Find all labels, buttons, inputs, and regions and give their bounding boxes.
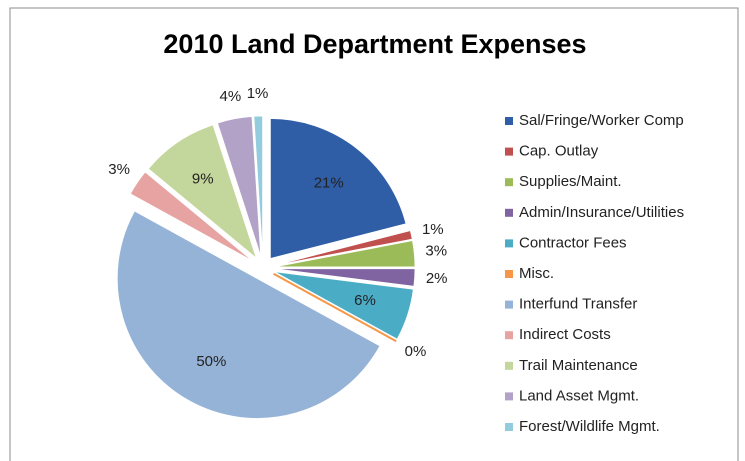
- legend-label: Interfund Transfer: [519, 296, 637, 313]
- data-label: 3%: [425, 243, 447, 260]
- legend-label: Contractor Fees: [519, 234, 627, 251]
- legend-swatch: [505, 300, 513, 309]
- data-label: 0%: [405, 343, 427, 360]
- pie-slice: [274, 240, 416, 268]
- pie-slice: [253, 115, 264, 257]
- pie-slice: [274, 271, 414, 340]
- legend-swatch: [505, 423, 513, 431]
- data-label: 4%: [220, 88, 242, 105]
- data-label: 3%: [108, 161, 130, 178]
- pie-slice: [269, 118, 407, 260]
- legend-label: Misc.: [519, 265, 554, 282]
- chart-title: 2010 Land Department Expenses: [163, 29, 586, 59]
- legend-label: Admin/Insurance/Utilities: [519, 204, 684, 221]
- data-label: 50%: [196, 353, 226, 370]
- legend-label: Cap. Outlay: [519, 143, 599, 160]
- pie-slice: [116, 210, 381, 419]
- legend-swatch: [505, 392, 513, 401]
- legend-swatch: [505, 208, 513, 217]
- legend-label: Forest/Wildlife Mgmt.: [519, 418, 660, 435]
- data-label: 9%: [192, 170, 214, 187]
- pie-slice: [274, 268, 416, 287]
- data-label: 1%: [247, 85, 269, 102]
- legend-label: Sal/Fringe/Worker Comp: [519, 112, 684, 129]
- pie-slice: [216, 116, 262, 257]
- pie-slice: [147, 124, 258, 260]
- legend-label: Land Asset Mgmt.: [519, 387, 639, 404]
- legend-swatch: [505, 331, 513, 340]
- legend-swatch: [505, 147, 513, 156]
- data-label: 1%: [422, 221, 444, 238]
- legend-swatch: [505, 239, 513, 248]
- legend-label: Indirect Costs: [519, 326, 611, 343]
- legend-swatch: [505, 270, 513, 278]
- legend-label: Supplies/Maint.: [519, 173, 622, 190]
- data-label: 21%: [314, 174, 344, 191]
- pie-slice: [274, 230, 413, 266]
- legend-swatch: [505, 117, 513, 125]
- pie-slice: [129, 171, 254, 262]
- data-label: 2%: [426, 270, 448, 287]
- legend-swatch: [505, 361, 513, 370]
- legend-label: Trail Maintenance: [519, 357, 638, 374]
- data-label: 6%: [354, 292, 376, 309]
- legend-swatch: [505, 178, 513, 187]
